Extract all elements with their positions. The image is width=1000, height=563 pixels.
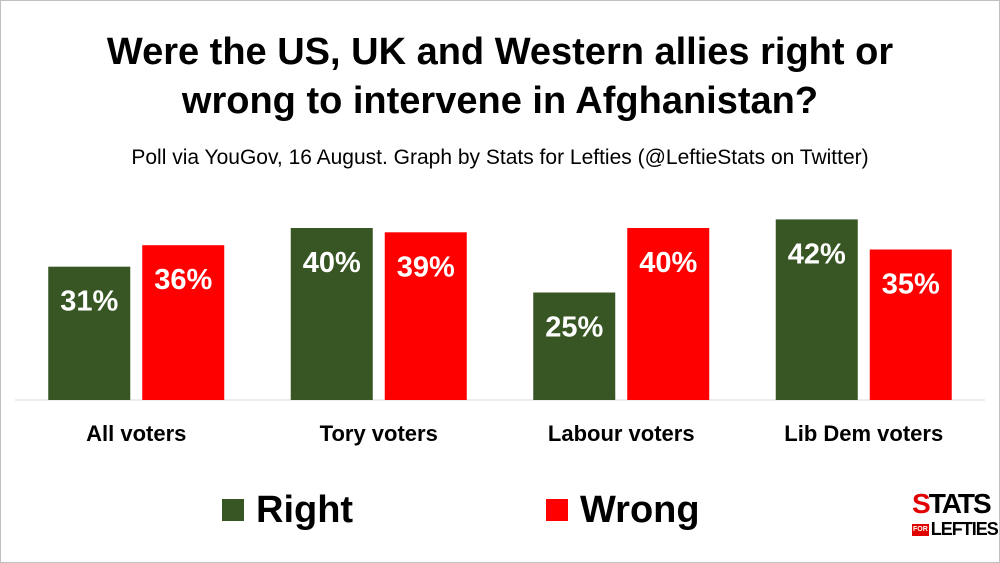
- category-label-2: Labour voters: [548, 421, 695, 446]
- category-label-1: Tory voters: [320, 421, 438, 446]
- category-label-0: All voters: [86, 421, 186, 446]
- data-label-right-2: 25%: [545, 312, 603, 344]
- legend-item-right: Right: [222, 487, 353, 533]
- chart-title: Were the US, UK and Western allies right…: [0, 28, 1000, 126]
- data-label-right-0: 31%: [60, 286, 118, 318]
- bar-wrong-2: [627, 228, 710, 400]
- bar-right-3: [775, 219, 858, 400]
- logo-lefties-text: LEFTIES: [930, 519, 999, 539]
- legend-swatch-wrong: [546, 499, 568, 521]
- chart-title-line-2: wrong to intervene in Afghanistan?: [181, 80, 819, 122]
- legend-label-wrong: Wrong: [580, 488, 700, 531]
- data-label-wrong-1: 39%: [397, 251, 455, 283]
- logo-for-text: FOR: [912, 523, 929, 536]
- bar-right-0: [48, 266, 131, 400]
- logo-top-text: STATS: [912, 488, 992, 519]
- bar-right-1: [290, 228, 373, 400]
- bar-wrong-1: [384, 232, 467, 400]
- category-label-3: Lib Dem voters: [784, 421, 943, 446]
- bar-wrong-0: [142, 245, 225, 400]
- logo-bottom: FOR LEFTIES: [912, 519, 999, 540]
- bar-right-2: [533, 292, 616, 400]
- data-label-wrong-3: 35%: [882, 269, 940, 301]
- data-label-right-1: 40%: [303, 247, 361, 279]
- bar-wrong-3: [869, 249, 952, 400]
- chart-subtitle: Poll via YouGov, 16 August. Graph by Sta…: [131, 146, 869, 169]
- stats-for-lefties-logo: STATS FOR LEFTIES: [912, 488, 999, 543]
- chart-title-line-1: Were the US, UK and Western allies right…: [106, 31, 894, 73]
- data-label-wrong-2: 40%: [639, 247, 697, 279]
- legend-swatch-right: [222, 499, 244, 521]
- data-label-right-3: 42%: [788, 238, 846, 270]
- legend-label-right: Right: [256, 488, 354, 531]
- data-label-wrong-0: 36%: [154, 264, 212, 296]
- legend-item-wrong: Wrong: [546, 487, 700, 533]
